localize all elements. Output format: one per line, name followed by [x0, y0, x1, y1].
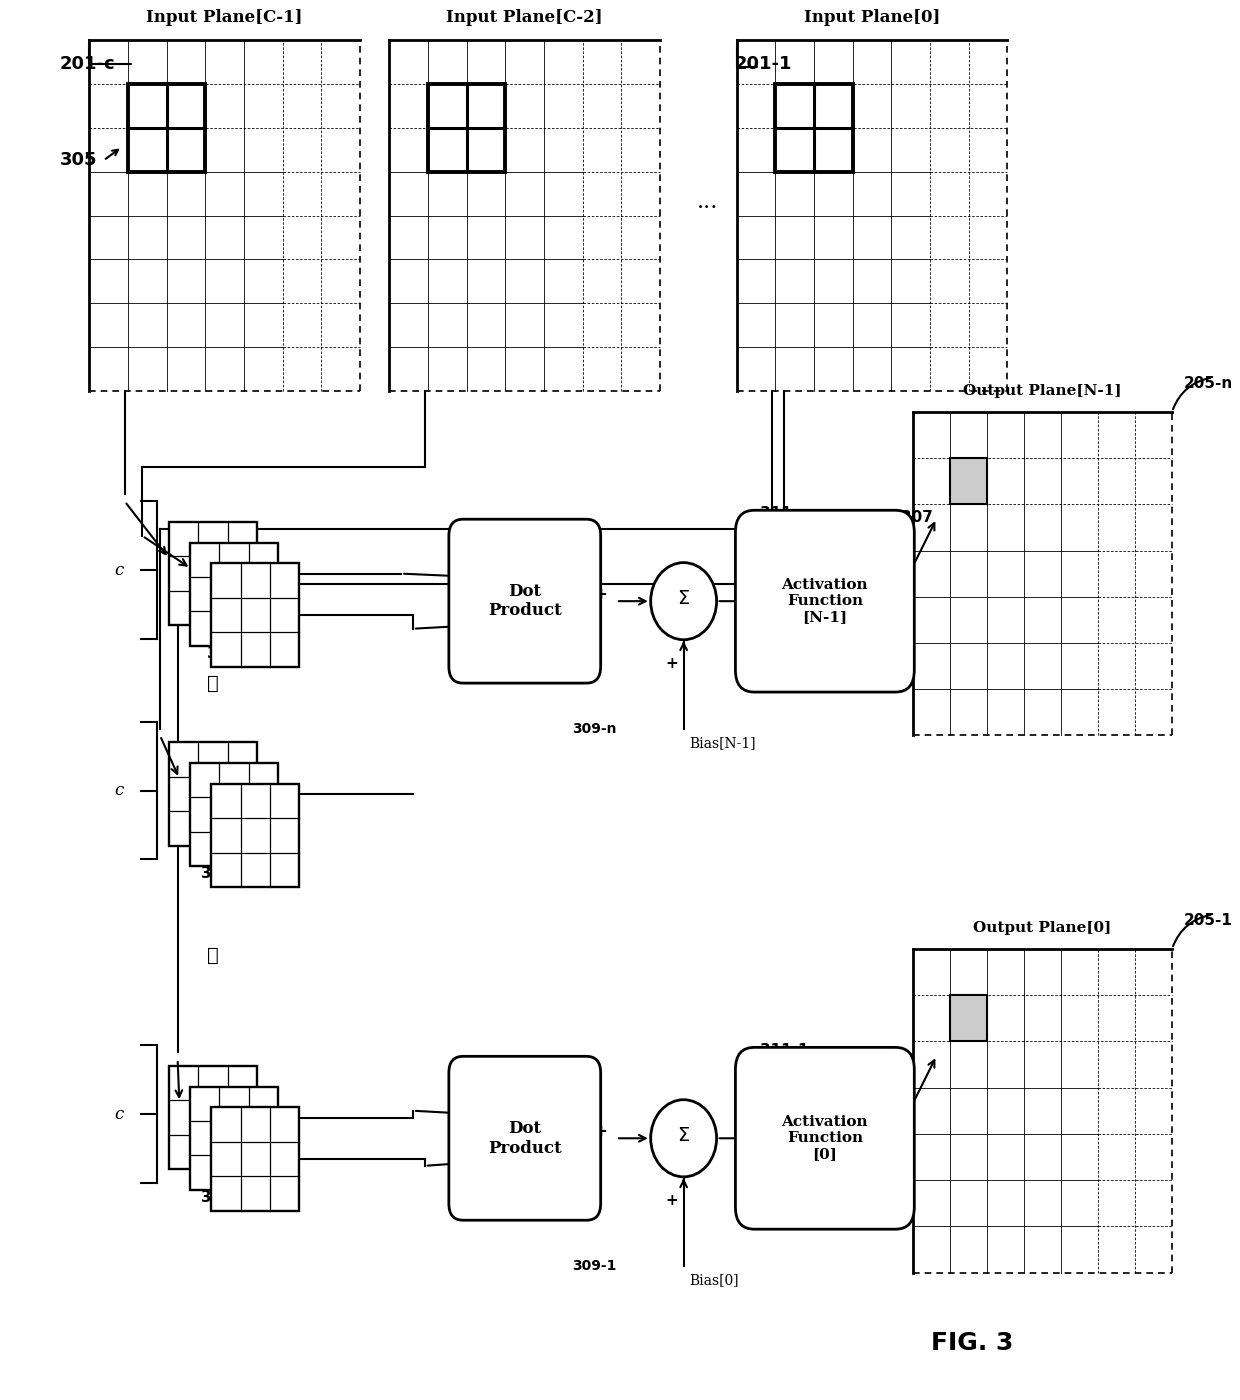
- Bar: [428, 84, 506, 172]
- Bar: [950, 995, 987, 1042]
- Text: 311-1: 311-1: [760, 1043, 808, 1058]
- Text: 309-1: 309-1: [572, 1260, 616, 1274]
- Text: Output Plane[N-1]: Output Plane[N-1]: [963, 384, 1122, 398]
- Text: 307: 307: [901, 511, 934, 525]
- Text: $\Sigma$: $\Sigma$: [677, 1126, 691, 1145]
- Text: 301-1: 301-1: [201, 1190, 249, 1205]
- Bar: [211, 563, 299, 666]
- Text: Input Plane[C-1]: Input Plane[C-1]: [146, 10, 303, 27]
- Text: ·  ·: · ·: [278, 636, 295, 650]
- FancyBboxPatch shape: [735, 1047, 914, 1229]
- Text: 305: 305: [60, 151, 98, 169]
- FancyBboxPatch shape: [449, 1057, 600, 1221]
- Bar: [169, 742, 257, 846]
- Text: 311-n: 311-n: [760, 507, 808, 521]
- FancyBboxPatch shape: [735, 510, 914, 692]
- Text: Output Plane[0]: Output Plane[0]: [973, 921, 1112, 935]
- Bar: [775, 84, 853, 172]
- Text: +: +: [594, 587, 608, 602]
- Bar: [190, 543, 278, 645]
- Bar: [190, 1086, 278, 1190]
- Text: 205-n: 205-n: [1184, 377, 1233, 391]
- Text: ⋮: ⋮: [207, 946, 218, 965]
- Text: ⋮: ⋮: [207, 675, 218, 693]
- Text: Bias[N-1]: Bias[N-1]: [689, 736, 756, 750]
- Text: c: c: [115, 1106, 124, 1123]
- Text: +: +: [594, 1124, 608, 1138]
- Text: c: c: [115, 783, 124, 799]
- Text: 301-n: 301-n: [201, 867, 250, 881]
- Text: 205-1: 205-1: [1184, 913, 1233, 928]
- Circle shape: [651, 563, 717, 640]
- Text: 201-1: 201-1: [734, 55, 792, 73]
- Text: 309-n: 309-n: [572, 722, 616, 736]
- Bar: [211, 1107, 299, 1211]
- Text: Activation
Function
[N-1]: Activation Function [N-1]: [781, 578, 868, 624]
- Text: 303: 303: [207, 645, 239, 661]
- Text: 201-c: 201-c: [60, 55, 115, 73]
- Text: Input Plane[C-2]: Input Plane[C-2]: [446, 10, 603, 27]
- Text: +: +: [666, 1193, 678, 1208]
- Text: ...: ...: [697, 190, 718, 213]
- Text: $\Sigma$: $\Sigma$: [677, 589, 691, 608]
- Text: Dot
Product: Dot Product: [487, 582, 562, 619]
- Bar: [211, 784, 299, 888]
- Bar: [950, 458, 987, 504]
- Text: FIG. 3: FIG. 3: [931, 1331, 1013, 1355]
- Bar: [190, 763, 278, 867]
- Text: Input Plane[0]: Input Plane[0]: [804, 10, 940, 27]
- Text: Activation
Function
[0]: Activation Function [0]: [781, 1114, 868, 1162]
- Bar: [128, 84, 206, 172]
- Text: Dot
Product: Dot Product: [487, 1120, 562, 1156]
- Text: Bias[0]: Bias[0]: [689, 1273, 739, 1287]
- Bar: [169, 522, 257, 626]
- Text: +: +: [666, 657, 678, 671]
- Circle shape: [651, 1100, 717, 1177]
- Text: c: c: [115, 561, 124, 578]
- Bar: [169, 1065, 257, 1169]
- FancyBboxPatch shape: [449, 519, 600, 683]
